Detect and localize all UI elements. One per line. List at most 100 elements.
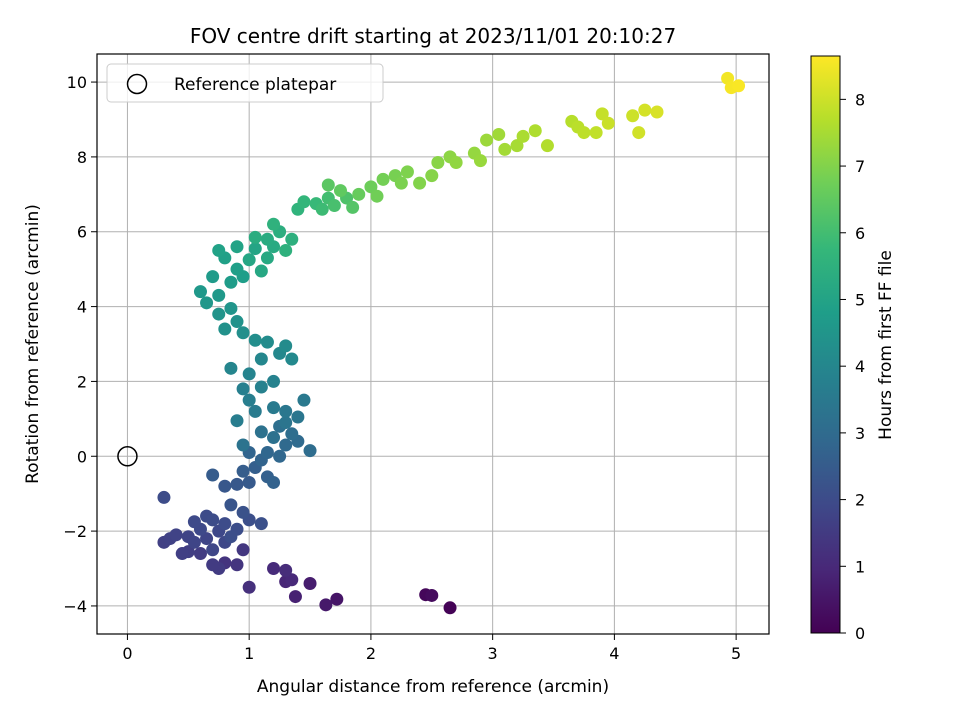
scatter-point xyxy=(200,296,214,310)
scatter-points xyxy=(157,71,746,615)
scatter-point xyxy=(267,217,281,231)
scatter-point xyxy=(236,543,250,557)
scatter-point xyxy=(291,410,305,424)
scatter-point xyxy=(279,243,293,257)
scatter-point xyxy=(224,361,238,375)
x-axis-label: Angular distance from reference (arcmin) xyxy=(257,677,609,697)
reference-marker-layer xyxy=(117,446,138,467)
scatter-point xyxy=(267,401,281,415)
scatter-point xyxy=(212,288,226,302)
scatter-point xyxy=(254,380,268,394)
scatter-point xyxy=(254,517,268,531)
scatter-point xyxy=(242,253,256,267)
scatter-point xyxy=(279,404,293,418)
scatter-point xyxy=(330,592,344,606)
scatter-point xyxy=(425,169,439,183)
scatter-point xyxy=(285,352,299,366)
scatter-point xyxy=(206,558,220,572)
scatter-point xyxy=(279,339,293,353)
scatter-point xyxy=(333,184,347,198)
scatter-point xyxy=(206,543,220,557)
scatter-point xyxy=(212,243,226,257)
y-tick-label: 0 xyxy=(77,447,87,466)
scatter-point xyxy=(346,200,360,214)
scatter-point xyxy=(285,573,299,587)
scatter-point xyxy=(632,126,646,140)
scatter-point xyxy=(595,107,609,121)
scatter-point xyxy=(236,464,250,478)
scatter-point xyxy=(732,79,746,93)
scatter-point xyxy=(577,126,591,140)
plot-frame xyxy=(96,53,770,635)
scatter-point xyxy=(303,444,317,458)
scatter-point xyxy=(267,562,281,576)
scatter-point xyxy=(242,367,256,381)
reference-platepar-marker xyxy=(117,446,138,467)
scatter-point xyxy=(169,528,183,542)
scatter-point xyxy=(626,109,640,123)
scatter-point xyxy=(206,513,220,527)
y-tick-label: −2 xyxy=(63,522,87,541)
scatter-point xyxy=(212,307,226,321)
scatter-point xyxy=(267,431,281,445)
colorbar-tick-label: 5 xyxy=(855,290,865,309)
scatter-point xyxy=(370,189,384,203)
scatter-point xyxy=(425,588,439,602)
scatter-point xyxy=(267,374,281,388)
scatter-point xyxy=(242,580,256,594)
scatter-point xyxy=(480,133,494,147)
scatter-point xyxy=(187,515,201,529)
colorbar-tick-label: 8 xyxy=(855,90,865,109)
scatter-point xyxy=(297,195,311,209)
scatter-point xyxy=(248,333,262,347)
scatter-point xyxy=(260,232,274,246)
scatter-point xyxy=(224,530,238,544)
scatter-point xyxy=(218,322,232,336)
scatter-point xyxy=(528,124,542,138)
scatter-point xyxy=(321,178,335,192)
scatter-point xyxy=(273,449,287,463)
scatter-point xyxy=(285,427,299,441)
y-tick-label: 10 xyxy=(67,73,87,92)
scatter-point xyxy=(297,393,311,407)
scatter-point xyxy=(510,139,524,153)
colorbar-tick-label: 4 xyxy=(855,357,865,376)
scatter-point xyxy=(254,264,268,278)
scatter-point xyxy=(175,547,189,561)
scatter-point xyxy=(218,517,232,531)
scatter-point xyxy=(248,404,262,418)
legend-marker-open-circle xyxy=(126,73,148,95)
scatter-point xyxy=(224,301,238,315)
scatter-point xyxy=(650,105,664,119)
scatter-point xyxy=(364,180,378,194)
scatter-point xyxy=(443,601,457,615)
colorbar-tick-label: 1 xyxy=(855,557,865,576)
scatter-point xyxy=(394,176,408,190)
scatter-point xyxy=(206,468,220,482)
scatter-point xyxy=(242,393,256,407)
scatter-point xyxy=(230,558,244,572)
scatter-point xyxy=(498,142,512,156)
scatter-point xyxy=(413,176,427,190)
x-axis-ticks: 0 1 2 3 4 5 xyxy=(122,634,741,663)
scatter-point xyxy=(260,335,274,349)
scatter-point xyxy=(303,576,317,590)
scatter-point xyxy=(327,199,341,213)
y-tick-label: 6 xyxy=(77,223,87,242)
scatter-point xyxy=(236,382,250,396)
scatter-point xyxy=(193,285,207,299)
scatter-point xyxy=(187,535,201,549)
scatter-point xyxy=(242,475,256,489)
legend-box xyxy=(106,63,384,103)
scatter-point xyxy=(319,598,333,612)
scatter-point xyxy=(248,242,262,256)
scatter-point xyxy=(315,202,329,216)
scatter-point xyxy=(224,275,238,289)
scatter-point xyxy=(236,505,250,519)
y-tick-label: −4 xyxy=(63,597,87,616)
scatter-point xyxy=(254,352,268,366)
scatter-point xyxy=(260,251,274,265)
scatter-point xyxy=(157,490,171,504)
scatter-point xyxy=(218,479,232,493)
scatter-point xyxy=(540,139,554,153)
